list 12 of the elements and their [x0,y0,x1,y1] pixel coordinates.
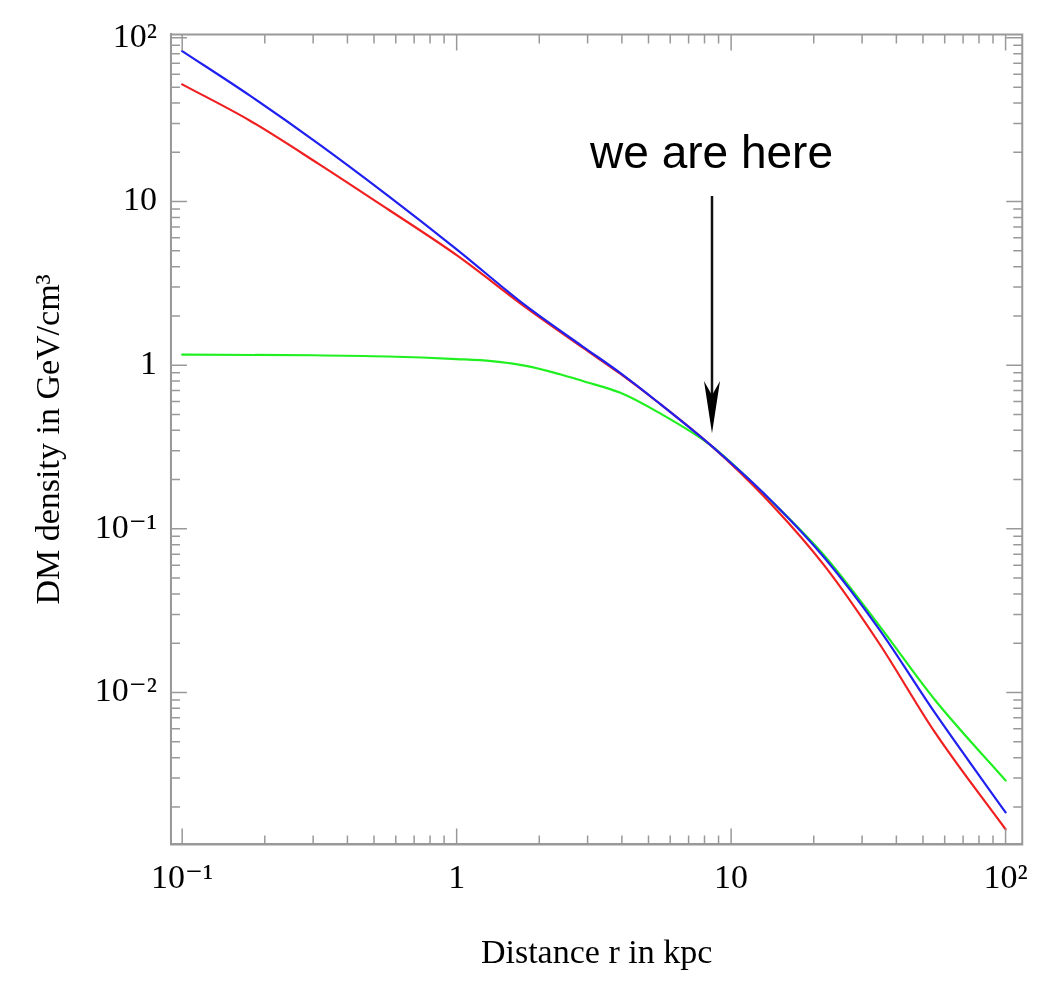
x-axis-title: Distance r in kpc [480,932,713,970]
y-axis-title: DM density in GeV/cm³ [29,274,67,605]
x-tick-label: 1 [448,857,466,895]
y-tick-label: 10² [112,16,157,54]
y-tick-label: 10 [122,180,157,218]
y-tick-label: 1 [139,344,157,382]
annotation: we are here [589,126,833,179]
x-tick-label: 10² [983,857,1028,895]
x-tick-label: 10⁻¹ [151,857,214,895]
y-tick-label: 10⁻¹ [94,507,157,545]
y-tick-label: 10⁻² [94,671,157,709]
x-tick-label: 10 [714,857,749,895]
